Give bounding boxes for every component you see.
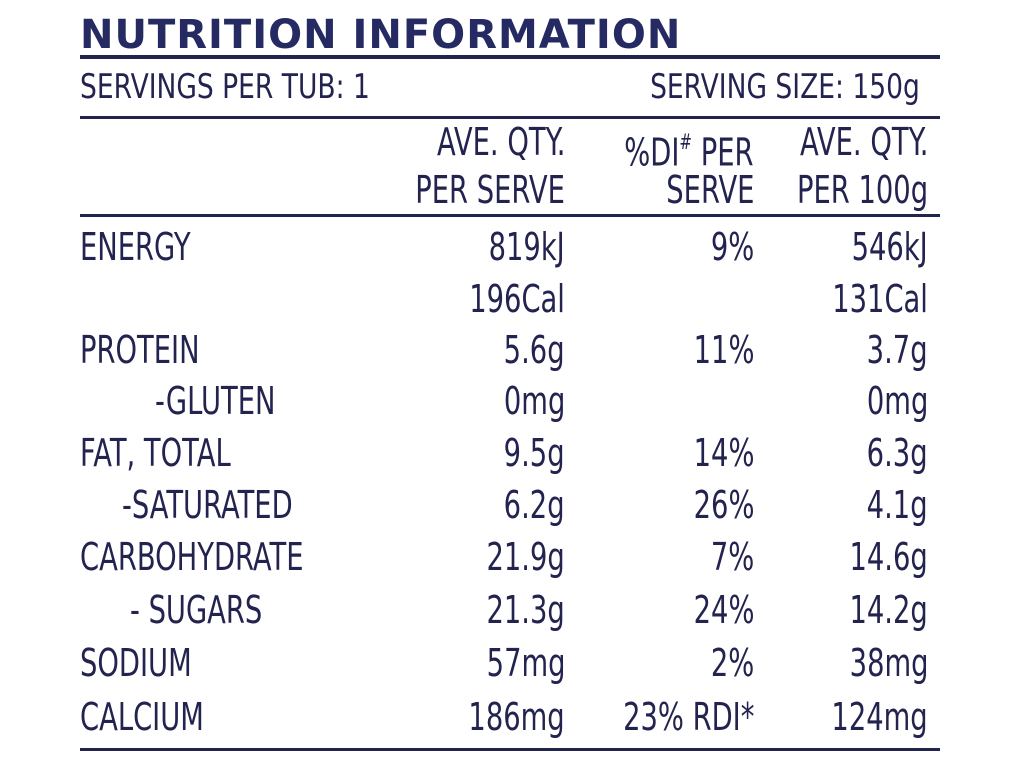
row-di: 11% [693,328,754,372]
row-label: -GLUTEN [155,379,276,423]
row-di: 24% [693,588,754,632]
row-per-100g: 14.6g [849,535,928,579]
row-per-100g: 546kJ [851,225,928,269]
title-divider [80,55,940,59]
row-di: 9% [710,225,754,269]
row-per-100g: 38mg [849,641,928,685]
row-per-serve: 21.3g [486,588,565,632]
row-per-serve: 186mg [468,695,565,739]
row-per-100g: 131Cal [832,277,928,321]
header-divider [80,214,940,217]
row-label: CARBOHYDRATE [80,535,304,579]
row-per-100g: 6.3g [867,431,928,475]
header-di-prefix: %DI [624,130,680,175]
row-label: PROTEIN [80,328,200,372]
panel-title: NUTRITION INFORMATION [80,12,682,58]
row-per-serve: 6.2g [504,483,565,527]
row-label: FAT, TOTAL [80,431,231,475]
row-label: CALCIUM [80,695,204,739]
row-di: 7% [710,535,754,579]
row-per-serve: 0mg [503,379,565,423]
header-per-100g-line2: PER 100g [796,168,928,212]
row-di: 2% [710,641,754,685]
serving-size: SERVING SIZE: 150g [650,67,920,107]
header-per-serve-line2: PER SERVE [415,168,565,212]
row-per-serve: 57mg [486,641,565,685]
servings-divider [80,116,940,119]
row-label: SODIUM [80,641,192,685]
header-di-mark: # [679,130,693,154]
row-label: ENERGY [80,225,191,269]
header-per-100g-line1: AVE. QTY. [799,120,928,164]
row-per-serve: 196Cal [469,277,565,321]
row-per-100g: 124mg [831,695,928,739]
bottom-divider [80,748,940,751]
row-di: 23% RDI* [622,695,754,739]
row-label: - SUGARS [130,588,263,632]
row-label: -SATURATED [122,483,293,527]
header-di-line1: %DI# PER [625,118,754,177]
row-per-serve: 819kJ [488,225,565,269]
row-per-serve: 9.5g [504,431,565,475]
row-per-100g: 4.1g [867,483,928,527]
header-di-suffix: PER [692,130,754,175]
header-di-line2: SERVE [665,168,754,212]
row-per-100g: 0mg [866,379,928,423]
row-per-100g: 3.7g [867,328,928,372]
row-per-serve: 5.6g [504,328,565,372]
row-di: 14% [693,431,754,475]
row-di: 26% [693,483,754,527]
row-per-100g: 14.2g [849,588,928,632]
row-per-serve: 21.9g [486,535,565,579]
servings-per-tub: SERVINGS PER TUB: 1 [80,67,370,107]
header-per-serve-line1: AVE. QTY. [436,120,565,164]
